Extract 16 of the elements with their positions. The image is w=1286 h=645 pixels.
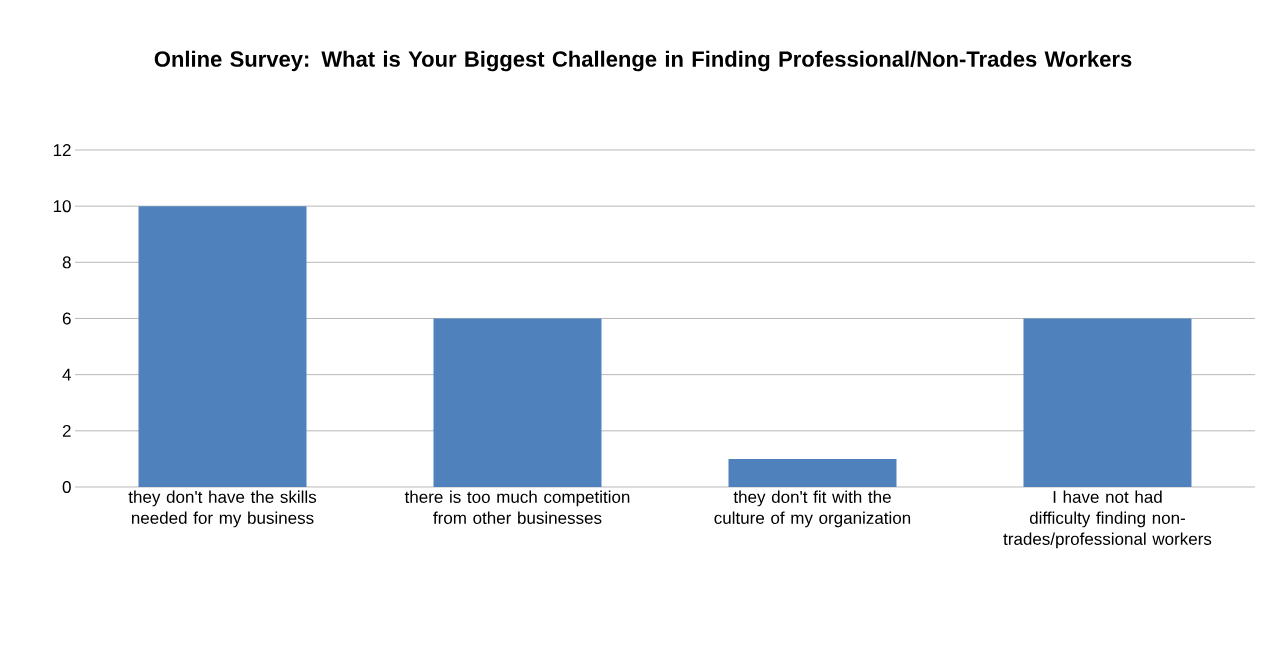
x-tick-label: I have not had difficulty finding non-trades/professional workers bbox=[1003, 490, 1212, 549]
y-tick-label: 6 bbox=[62, 312, 71, 325]
y-tick-label: 10 bbox=[53, 200, 71, 213]
y-tick-label: 2 bbox=[62, 424, 71, 437]
bar bbox=[728, 458, 897, 487]
x-tick-label: there is too much competition from other businesses bbox=[404, 490, 630, 524]
bar bbox=[1023, 318, 1192, 487]
y-tick-label: 8 bbox=[62, 256, 71, 269]
x-tick-label: they don't have the skills needed for my business bbox=[128, 490, 317, 528]
y-tick-label: 0 bbox=[62, 480, 71, 494]
y-tick-label: 12 bbox=[53, 144, 71, 156]
bar bbox=[138, 206, 307, 487]
x-tick-label: they don't fit with the culture of my organization bbox=[714, 490, 911, 528]
chart-title: Online Survey: What is Your Biggest Challenge in Finding Professional/Non-Trades Workers bbox=[154, 50, 1132, 72]
y-tick-label: 4 bbox=[62, 368, 71, 381]
bar bbox=[433, 318, 602, 487]
